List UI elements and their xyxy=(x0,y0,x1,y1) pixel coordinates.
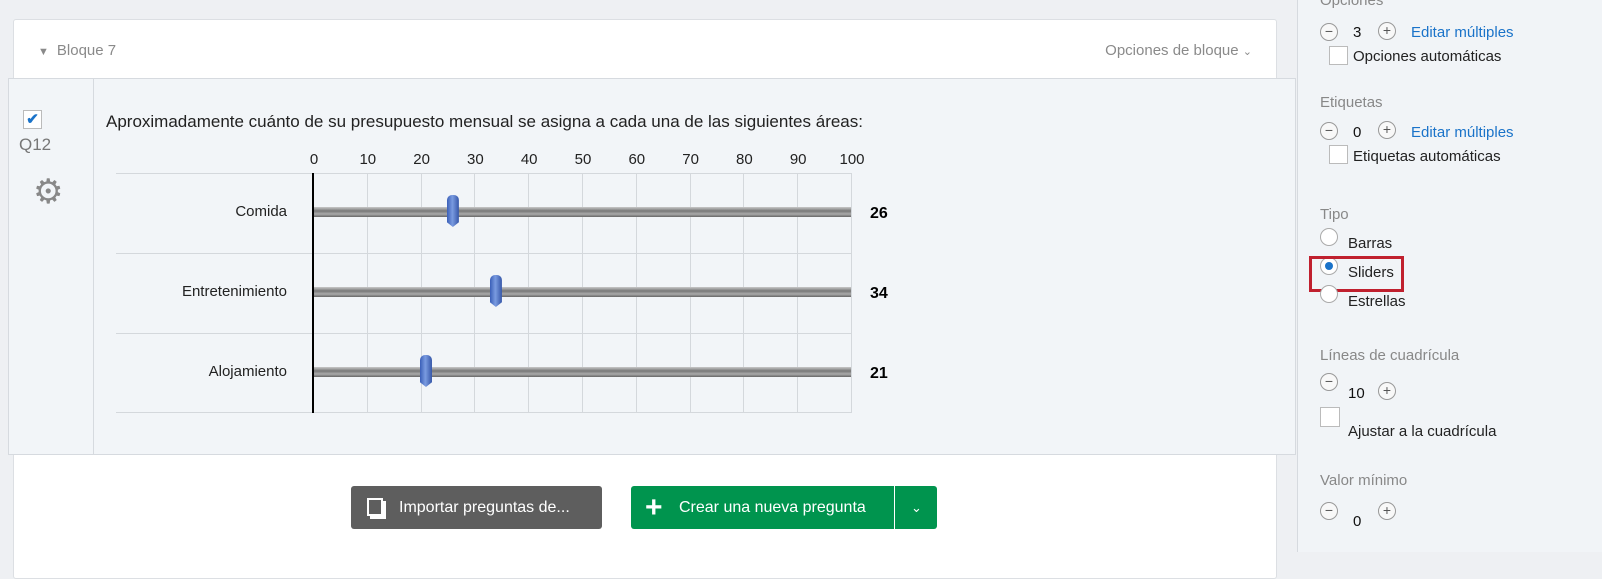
gridline xyxy=(851,173,852,413)
increment-gridlines-button[interactable]: + xyxy=(1378,382,1396,400)
chevron-down-icon: ⌄ xyxy=(1242,46,1252,58)
x-tick-label: 40 xyxy=(520,151,538,168)
x-tick-label: 90 xyxy=(789,151,807,168)
slider-handle[interactable] xyxy=(419,355,432,387)
highlight-box xyxy=(1309,256,1404,292)
x-tick-label: 60 xyxy=(628,151,646,168)
properties-sidebar: Opciones − 3 + Editar múltiples Opciones… xyxy=(1297,0,1602,552)
x-tick-label: 20 xyxy=(413,151,430,168)
create-question-button[interactable]: + Crear una nueva pregunta ⌄ xyxy=(631,486,937,529)
question-select-checkbox[interactable]: ✔ xyxy=(23,110,42,129)
snap-to-grid-checkbox[interactable] xyxy=(1320,407,1340,427)
plus-icon: + xyxy=(645,491,663,524)
x-tick-label: 70 xyxy=(682,151,699,168)
slider-value: 21 xyxy=(870,365,888,382)
slider-value: 26 xyxy=(870,205,888,222)
question-sidebar: ✔ Q12 ⚙ xyxy=(9,79,94,454)
chart-grid xyxy=(116,173,852,413)
copy-icon xyxy=(367,498,383,516)
slider-track[interactable] xyxy=(314,207,851,217)
row-label: Comida xyxy=(235,203,287,220)
row-divider xyxy=(116,333,852,334)
row-label: Entretenimiento xyxy=(181,283,287,300)
auto-options-checkbox[interactable] xyxy=(1329,46,1348,65)
slider-value: 34 xyxy=(870,285,888,302)
slider-track[interactable] xyxy=(314,287,851,297)
decrement-labels-button[interactable]: − xyxy=(1320,122,1338,140)
chart-axis xyxy=(312,173,314,413)
x-tick-label: 80 xyxy=(736,151,753,168)
slider-handle[interactable] xyxy=(446,195,459,227)
decrement-options-button[interactable]: − xyxy=(1320,23,1338,41)
type-radio-estrellas[interactable] xyxy=(1320,285,1338,303)
auto-labels-checkbox[interactable] xyxy=(1329,145,1348,164)
block-header[interactable]: ▼ Bloque 7 xyxy=(38,42,117,59)
slider-track[interactable] xyxy=(314,367,851,377)
import-questions-button[interactable]: Importar preguntas de... xyxy=(351,486,602,529)
decrement-min-button[interactable]: − xyxy=(1320,502,1338,520)
x-tick-label: 50 xyxy=(574,151,592,168)
x-tick-label: 100 xyxy=(839,151,865,168)
decrement-gridlines-button[interactable]: − xyxy=(1320,373,1338,391)
x-tick-label: 10 xyxy=(359,151,377,168)
question-text[interactable]: Aproximadamente cuánto de su presupuesto… xyxy=(106,112,863,131)
row-label: Alojamiento xyxy=(208,363,287,380)
gear-icon[interactable]: ⚙ xyxy=(33,173,64,211)
chevron-down-icon[interactable]: ⌄ xyxy=(911,500,922,515)
edit-multiple-options-link[interactable]: Editar múltiples xyxy=(1411,24,1514,41)
x-tick-label: 30 xyxy=(467,151,484,168)
increment-labels-button[interactable]: + xyxy=(1378,121,1396,139)
type-radio-barras[interactable] xyxy=(1320,228,1338,246)
question-panel[interactable]: ✔ Q12 ⚙ xyxy=(8,78,1296,455)
x-tick-label: 0 xyxy=(309,151,319,168)
block-options-button[interactable]: Opciones de bloque ⌄ xyxy=(1105,42,1252,59)
increment-min-button[interactable]: + xyxy=(1378,502,1396,520)
row-divider xyxy=(116,253,852,254)
question-id: Q12 xyxy=(19,135,52,154)
slider-handle[interactable] xyxy=(489,275,502,307)
caret-down-icon: ▼ xyxy=(38,46,49,58)
increment-options-button[interactable]: + xyxy=(1378,22,1396,40)
edit-multiple-labels-link[interactable]: Editar múltiples xyxy=(1411,124,1514,141)
